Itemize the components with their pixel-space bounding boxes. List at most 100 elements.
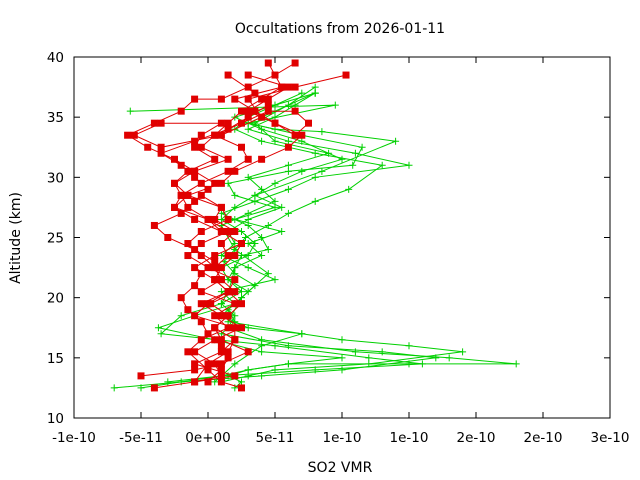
data-point-plus: [258, 185, 266, 193]
data-point-square: [231, 276, 239, 284]
data-point-plus: [445, 354, 453, 362]
data-point-square: [184, 240, 192, 248]
y-tick-label: 30: [47, 170, 64, 186]
x-tick-label: 2e-10: [457, 430, 496, 446]
y-tick-label: 40: [47, 50, 64, 66]
data-point-square: [184, 191, 192, 199]
data-point-square: [244, 107, 252, 115]
data-point-plus: [258, 336, 266, 344]
x-tick-label: -5e-11: [119, 430, 163, 446]
data-point-plus: [311, 83, 319, 91]
data-point-plus: [351, 348, 359, 356]
data-point-square: [137, 372, 145, 380]
data-point-square: [191, 282, 199, 290]
data-point-plus: [284, 161, 292, 169]
data-point-square: [197, 318, 205, 326]
data-point-square: [204, 185, 212, 193]
data-point-square: [217, 276, 225, 284]
data-point-square: [217, 203, 225, 211]
data-point-square: [191, 246, 199, 254]
data-point-plus: [271, 179, 279, 187]
data-point-plus: [311, 89, 319, 97]
data-point-plus: [271, 276, 279, 284]
chart-title: Occultations from 2026-01-11: [235, 21, 445, 37]
data-point-square: [197, 300, 205, 308]
series-profile-green-6: [211, 83, 333, 386]
data-point-square: [217, 179, 225, 187]
data-point-square: [124, 131, 132, 139]
data-point-square: [204, 366, 212, 374]
data-point-plus: [251, 119, 259, 127]
data-point-square: [284, 143, 292, 151]
data-point-plus: [251, 191, 259, 199]
data-point-square: [244, 155, 252, 163]
data-point-square: [224, 348, 232, 356]
data-point-square: [171, 179, 178, 187]
data-point-plus: [244, 372, 252, 380]
data-point-square: [264, 101, 272, 109]
data-point-square: [211, 215, 219, 223]
data-point-square: [211, 264, 219, 272]
data-point-square: [191, 348, 199, 356]
data-point-plus: [231, 246, 239, 254]
data-point-square: [177, 161, 185, 169]
x-tick-label: 5e-11: [256, 430, 295, 446]
data-point-plus: [298, 137, 306, 145]
data-point-square: [231, 300, 239, 308]
data-point-square: [204, 215, 212, 223]
data-point-plus: [365, 354, 373, 362]
data-point-square: [224, 252, 232, 260]
data-point-square: [217, 336, 225, 344]
data-point-square: [224, 125, 232, 133]
data-point-plus: [284, 167, 292, 175]
data-point-square: [150, 221, 158, 229]
data-point-square: [211, 131, 219, 139]
data-point-plus: [211, 378, 219, 386]
data-point-plus: [244, 215, 252, 223]
data-point-square: [217, 240, 225, 248]
data-point-plus: [238, 288, 245, 296]
x-tick-label: 1e-10: [323, 430, 362, 446]
data-point-plus: [231, 264, 239, 272]
data-point-square: [238, 107, 245, 115]
data-point-plus: [351, 149, 359, 157]
x-tick-label: 2e-10: [524, 430, 563, 446]
data-point-square: [204, 360, 212, 368]
data-point-square: [238, 300, 245, 308]
data-point-square: [217, 378, 225, 386]
data-point-square: [231, 324, 239, 332]
data-point-plus: [177, 312, 185, 320]
data-point-plus: [154, 324, 162, 332]
data-point-square: [191, 264, 199, 272]
data-point-square: [191, 215, 199, 223]
data-point-plus: [459, 348, 467, 356]
data-point-plus: [231, 240, 239, 248]
data-point-plus: [238, 294, 245, 302]
data-point-square: [211, 276, 219, 284]
data-point-square: [271, 119, 279, 127]
data-point-plus: [264, 246, 272, 254]
data-point-square: [278, 83, 286, 91]
data-point-plus: [231, 191, 239, 199]
data-point-square: [298, 131, 306, 139]
data-point-square: [197, 252, 205, 260]
data-point-square: [251, 107, 259, 115]
data-point-plus: [284, 342, 292, 350]
data-point-plus: [284, 101, 292, 109]
data-point-plus: [217, 288, 225, 296]
data-point-plus: [392, 137, 400, 145]
data-point-plus: [284, 209, 292, 217]
data-point-square: [204, 378, 212, 386]
data-point-square: [217, 312, 225, 320]
data-point-square: [224, 119, 232, 127]
y-tick-label: 15: [47, 351, 64, 367]
data-point-square: [144, 143, 152, 151]
data-point-square: [204, 300, 212, 308]
data-point-square: [157, 149, 165, 157]
data-point-square: [217, 131, 225, 139]
data-point-plus: [271, 366, 279, 374]
data-point-plus: [278, 203, 286, 211]
y-tick-label: 10: [47, 411, 64, 427]
data-point-plus: [345, 185, 353, 193]
data-point-square: [224, 167, 232, 175]
